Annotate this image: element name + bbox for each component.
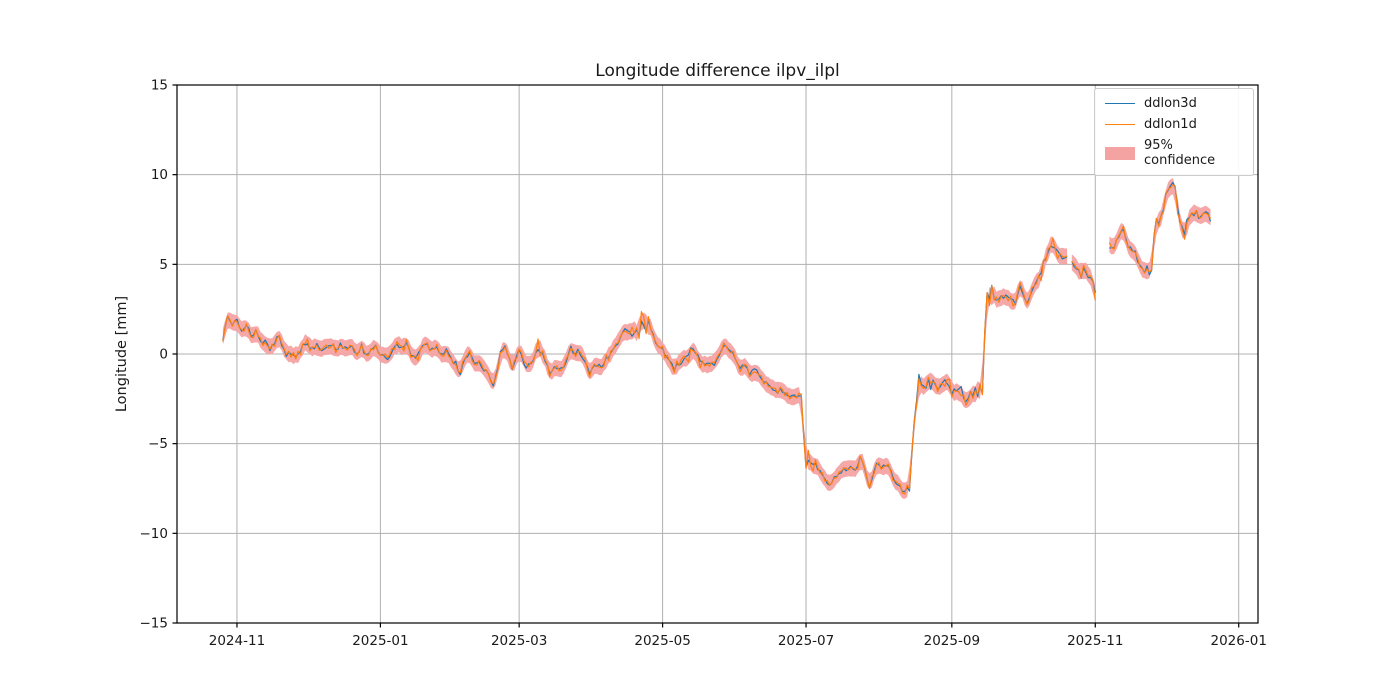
legend-item-confidence: 95% confidence bbox=[1105, 138, 1243, 168]
x-tick-label: 2026-01 bbox=[1211, 633, 1267, 649]
series-ddlon1d bbox=[222, 184, 1212, 495]
legend-line-swatch-ddlon3d bbox=[1105, 103, 1135, 104]
legend-patch-swatch-confidence bbox=[1105, 146, 1135, 160]
y-tick-label: −5 bbox=[148, 436, 168, 452]
x-tick-label: 2025-01 bbox=[352, 633, 408, 649]
x-tick-label: 2025-07 bbox=[778, 633, 834, 649]
legend-item-ddlon3d: ddlon3d bbox=[1105, 96, 1243, 111]
y-tick-label: 5 bbox=[159, 257, 168, 273]
legend-item-ddlon1d: ddlon1d bbox=[1105, 117, 1243, 132]
x-tick-label: 2024-11 bbox=[209, 633, 265, 649]
chart-title: Longitude difference ilpv_ilpl bbox=[595, 61, 840, 81]
x-tick-label: 2025-09 bbox=[924, 633, 980, 649]
y-tick-label: 10 bbox=[151, 167, 168, 183]
legend: ddlon3d ddlon1d 95% confidence bbox=[1094, 88, 1254, 176]
y-tick-label: 0 bbox=[159, 347, 168, 363]
legend-line-swatch-ddlon1d bbox=[1105, 124, 1135, 125]
y-tick-label: 15 bbox=[151, 78, 168, 94]
x-tick-label: 2025-11 bbox=[1067, 633, 1123, 649]
series-ddlon3d bbox=[222, 181, 1212, 493]
legend-label-confidence: 95% confidence bbox=[1144, 138, 1216, 168]
y-axis-label: Longitude [mm] bbox=[114, 295, 130, 413]
y-tick-label: −15 bbox=[140, 616, 169, 632]
x-tick-label: 2025-05 bbox=[634, 633, 690, 649]
legend-label-ddlon1d: ddlon1d bbox=[1144, 117, 1197, 132]
legend-label-ddlon3d: ddlon3d bbox=[1144, 96, 1197, 111]
x-tick-label: 2025-03 bbox=[491, 633, 547, 649]
confidence-band bbox=[222, 178, 1211, 499]
y-tick-label: −10 bbox=[140, 526, 169, 542]
